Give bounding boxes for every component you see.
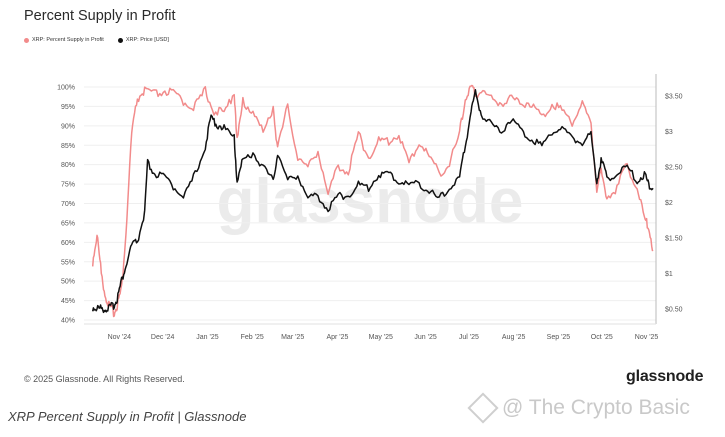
chart-watermark: glassnode xyxy=(217,167,524,236)
legend-label-supply: XRP: Percent Supply in Profit xyxy=(32,37,104,43)
y-right-tick-label: $1.50 xyxy=(665,236,683,243)
y-left-tick-label: 75% xyxy=(61,182,75,189)
y-right-tick-label: $3.50 xyxy=(665,94,683,101)
x-tick-label: Mar '25 xyxy=(281,334,304,341)
y-left-tick-label: 95% xyxy=(61,104,75,111)
y-left-tick-label: 40% xyxy=(61,318,75,325)
y-right-tick-label: $2 xyxy=(665,200,673,207)
y-left-tick-label: 80% xyxy=(61,162,75,169)
series-line-percent-supply-in-profit xyxy=(91,84,654,318)
x-tick-label: Feb '25 xyxy=(241,334,264,341)
x-tick-label: Jul '25 xyxy=(459,334,479,341)
series-line-price xyxy=(91,88,654,314)
chart-plot: glassnode 40% 45% 50% 55% 60% 65% 70% 75% 80% 85% 9… xyxy=(57,74,683,341)
y-left-tick-label: 90% xyxy=(61,123,75,130)
chart-legend: XRP: Percent Supply in Profit XRP: Price… xyxy=(24,37,169,43)
x-tick-label: Apr '25 xyxy=(326,334,348,341)
y-right-tick-label: $1 xyxy=(665,271,673,278)
x-tick-label: Oct '25 xyxy=(591,334,613,341)
legend-item-supply[interactable]: XRP: Percent Supply in Profit xyxy=(24,37,104,43)
x-tick-label: Nov '24 xyxy=(108,334,132,341)
x-tick-label: Aug '25 xyxy=(502,334,526,341)
source-watermark-text: @ The Crypto Basic xyxy=(502,396,690,419)
legend-label-price: XRP: Price [USD] xyxy=(125,37,169,43)
y-right-tick-label: $2.50 xyxy=(665,165,683,172)
x-tick-label: Nov '25 xyxy=(635,334,659,341)
y-left-tick-label: 45% xyxy=(61,298,75,305)
legend-swatch-price xyxy=(117,37,123,43)
y-left-tick-label: 55% xyxy=(61,259,75,266)
glassnode-logo: glassnode xyxy=(626,368,704,385)
y-left-tick-label: 70% xyxy=(61,201,75,208)
chart-card: Percent Supply in Profit XRP: Percent Su… xyxy=(24,8,704,385)
source-watermark: @ The Crypto Basic xyxy=(467,392,690,424)
chart-title: Percent Supply in Profit xyxy=(24,8,176,24)
x-tick-label: May '25 xyxy=(369,334,393,341)
x-tick-label: Jun '25 xyxy=(414,334,436,341)
crypto-basic-logo-icon xyxy=(467,392,499,424)
y-right-tick-label: $3 xyxy=(665,129,673,136)
y-right-tick-label: $0.50 xyxy=(665,307,683,314)
x-tick-label: Sep '25 xyxy=(547,334,571,341)
legend-item-price[interactable]: XRP: Price [USD] xyxy=(117,37,169,43)
y-left-tick-label: 85% xyxy=(61,143,75,150)
y-left-tick-label: 50% xyxy=(61,279,75,286)
y-left-tick-label: 60% xyxy=(61,240,75,247)
y-left-tick-label: 100% xyxy=(57,85,75,92)
x-tick-label: Jan '25 xyxy=(196,334,218,341)
x-tick-label: Dec '24 xyxy=(151,334,175,341)
image-caption: XRP Percent Supply in Profit | Glassnode xyxy=(8,409,247,424)
legend-swatch-supply xyxy=(24,37,29,43)
y-left-tick-label: 65% xyxy=(61,220,75,227)
copyright-text: © 2025 Glassnode. All Rights Reserved. xyxy=(24,374,185,384)
